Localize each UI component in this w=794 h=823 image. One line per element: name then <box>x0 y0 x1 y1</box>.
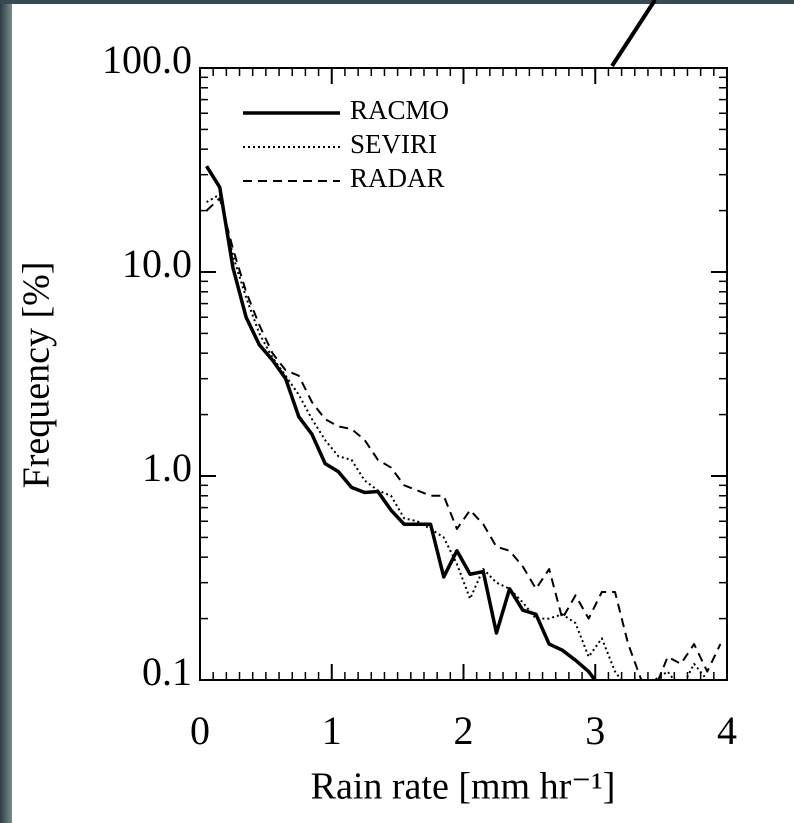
x-tick-label: 0 <box>190 708 210 753</box>
series-line <box>206 193 709 680</box>
x-tick-label: 3 <box>585 708 605 753</box>
background-strip <box>0 0 12 823</box>
legend-label: SEVIRI <box>350 129 437 159</box>
plot-area <box>205 165 722 680</box>
plot-frame <box>199 67 728 681</box>
y-axis-label: Frequency [%] <box>16 262 58 489</box>
x-tick-label: 2 <box>454 708 474 753</box>
y-tick-label: 0.1 <box>142 649 192 694</box>
series-line <box>205 197 722 680</box>
x-tick-label: 4 <box>717 708 737 753</box>
legend-label: RADAR <box>350 163 445 193</box>
background-strip <box>0 0 794 4</box>
y-tick-label: 10.0 <box>122 241 192 286</box>
pointer-line <box>610 0 657 68</box>
y-tick-label: 100.0 <box>102 37 192 82</box>
x-axis-label: Rain rate [mm hr⁻¹] <box>311 766 616 808</box>
x-tick-label: 1 <box>322 708 342 753</box>
y-tick-label: 1.0 <box>142 445 192 490</box>
series-line <box>205 165 598 680</box>
legend-label: RACMO <box>350 95 449 125</box>
